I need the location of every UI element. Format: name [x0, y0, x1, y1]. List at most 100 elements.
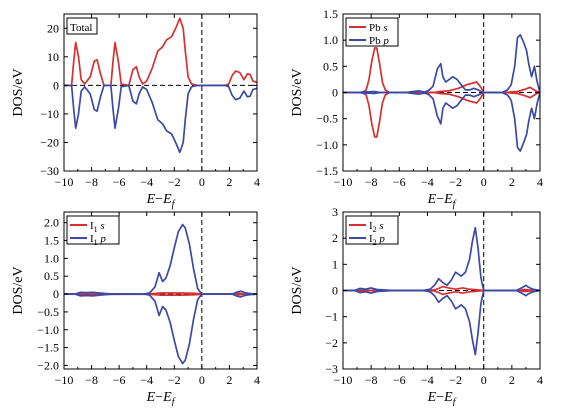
x-axis-label: E−Ef	[427, 192, 457, 210]
y-tick-label: −1.0	[37, 323, 59, 337]
series-line-mirror-3	[64, 293, 257, 365]
x-axis-label: E−Ef	[146, 390, 176, 406]
legend-label: I1 p	[90, 233, 106, 247]
x-tick-label: −6	[393, 175, 406, 189]
y-tick-label: −1.5	[316, 164, 338, 178]
series-line-pb-s	[343, 47, 540, 94]
y-axis-label: DOS/eV	[290, 68, 305, 116]
y-tick-label: 0.5	[44, 269, 59, 283]
y-tick-label: 0	[332, 284, 338, 298]
y-tick-label: 2.0	[44, 216, 59, 230]
x-tick-label: 2	[509, 373, 515, 387]
series-group	[64, 17, 257, 154]
dos-panel-top-left: −10 −8 −6 −4 −2 0 2 4−30−20−1001020E−EfDOS/eVTo…	[11, 13, 260, 210]
y-tick-label: 1.0	[44, 251, 59, 265]
legend-box	[66, 215, 120, 245]
x-axis-label: E−Ef	[427, 390, 457, 406]
x-tick-label: 0	[481, 175, 487, 189]
y-tick-label: 0	[53, 287, 59, 301]
x-tick-label: 0	[199, 175, 205, 189]
x-tick-label: −10	[55, 175, 74, 189]
x-tick-label: −2	[168, 373, 181, 387]
x-tick-label: −8	[365, 175, 378, 189]
x-tick-label: −8	[85, 175, 98, 189]
y-tick-label: −0.5	[316, 112, 338, 126]
legend-label: Pb s	[369, 22, 388, 34]
dos-panel-bottom-left: −10 −8 −6 −4 −2 0 2 4 −2.0 −1.5 −1.0 −0.5 0 0.5 1.0 1.5…	[11, 211, 260, 408]
legend-label: I2 p	[369, 233, 385, 247]
series-line-mirror-1	[343, 91, 540, 138]
series-line-total	[64, 17, 257, 87]
x-tick-label: −10	[334, 373, 353, 387]
y-tick-label: −1.0	[316, 138, 338, 152]
x-tick-label: 0	[481, 373, 487, 387]
x-tick-label: −2	[168, 175, 181, 189]
x-tick-label: 0	[199, 373, 205, 387]
y-tick-label: 10	[47, 50, 59, 64]
series-group	[64, 223, 257, 365]
y-tick-label: −20	[40, 135, 59, 149]
y-tick-label: 1	[332, 257, 338, 271]
series-line-mirror-1	[64, 84, 257, 154]
legend-label: I1 s	[90, 220, 105, 234]
x-tick-label: 4	[254, 175, 260, 189]
y-tick-label: 1.5	[323, 7, 338, 21]
x-tick-label: −4	[140, 373, 153, 387]
y-axis-label: DOS/eV	[290, 266, 305, 314]
legend-box	[345, 215, 399, 245]
y-tick-label: −3	[325, 362, 338, 376]
y-tick-label: −0.5	[37, 305, 59, 319]
series-line-i2-p	[343, 226, 540, 292]
y-tick-label: 20	[47, 21, 59, 35]
x-axis-label: E−Ef	[146, 192, 176, 210]
y-tick-label: 2	[332, 231, 338, 245]
y-tick-label: −1.5	[37, 341, 59, 355]
x-tick-label: −4	[140, 175, 153, 189]
y-tick-label: 3	[332, 205, 338, 219]
y-axis-label: DOS/eV	[11, 266, 26, 314]
y-tick-label: −30	[40, 164, 59, 178]
y-tick-label: 1.5	[44, 234, 59, 248]
y-tick-label: 0.5	[323, 59, 338, 73]
series-line-mirror-3	[343, 91, 540, 152]
legend: I1 sI1 p	[66, 215, 120, 247]
x-tick-label: −2	[449, 373, 462, 387]
series-line-mirror-1	[64, 293, 257, 296]
plot-frame	[63, 13, 258, 172]
y-tick-label: −2	[325, 336, 338, 350]
x-tick-label: 4	[537, 373, 543, 387]
x-tick-label: −8	[365, 373, 378, 387]
legend: Pb sPb p	[345, 17, 399, 47]
x-tick-label: −4	[421, 373, 434, 387]
y-tick-label: 0	[332, 86, 338, 100]
y-axis-label: DOS/eV	[11, 68, 26, 116]
y-tick-label: 1.0	[323, 33, 338, 47]
x-tick-label: −10	[334, 175, 353, 189]
x-tick-label: −8	[85, 373, 98, 387]
x-tick-label: −6	[393, 373, 406, 387]
x-tick-label: 4	[254, 373, 260, 387]
x-tick-label: −6	[113, 175, 126, 189]
x-tick-label: 4	[537, 175, 543, 189]
series-group	[343, 34, 540, 152]
legend-label: I2 s	[369, 220, 384, 234]
y-tick-label: −2.0	[37, 358, 59, 372]
x-tick-label: 2	[226, 373, 232, 387]
legend-box	[66, 17, 98, 35]
x-tick-label: 2	[509, 175, 515, 189]
legend: Total	[66, 17, 98, 35]
x-tick-label: 2	[226, 175, 232, 189]
y-tick-label: 0	[53, 78, 59, 92]
dos-panel-top-right: −10 −8 −6 −4 −2 0 2 4 −1.5 −1.0 −0.5 0 0.5 1.0 1.5 E−Ef…	[290, 7, 543, 210]
legend-box	[345, 17, 399, 47]
x-tick-label: −2	[449, 175, 462, 189]
series-group	[343, 226, 540, 356]
legend-label: Total	[70, 22, 92, 34]
series-line-i1-p	[64, 223, 257, 295]
x-tick-label: −4	[421, 175, 434, 189]
series-line-mirror-3	[343, 289, 540, 356]
y-tick-label: −1	[325, 310, 338, 324]
